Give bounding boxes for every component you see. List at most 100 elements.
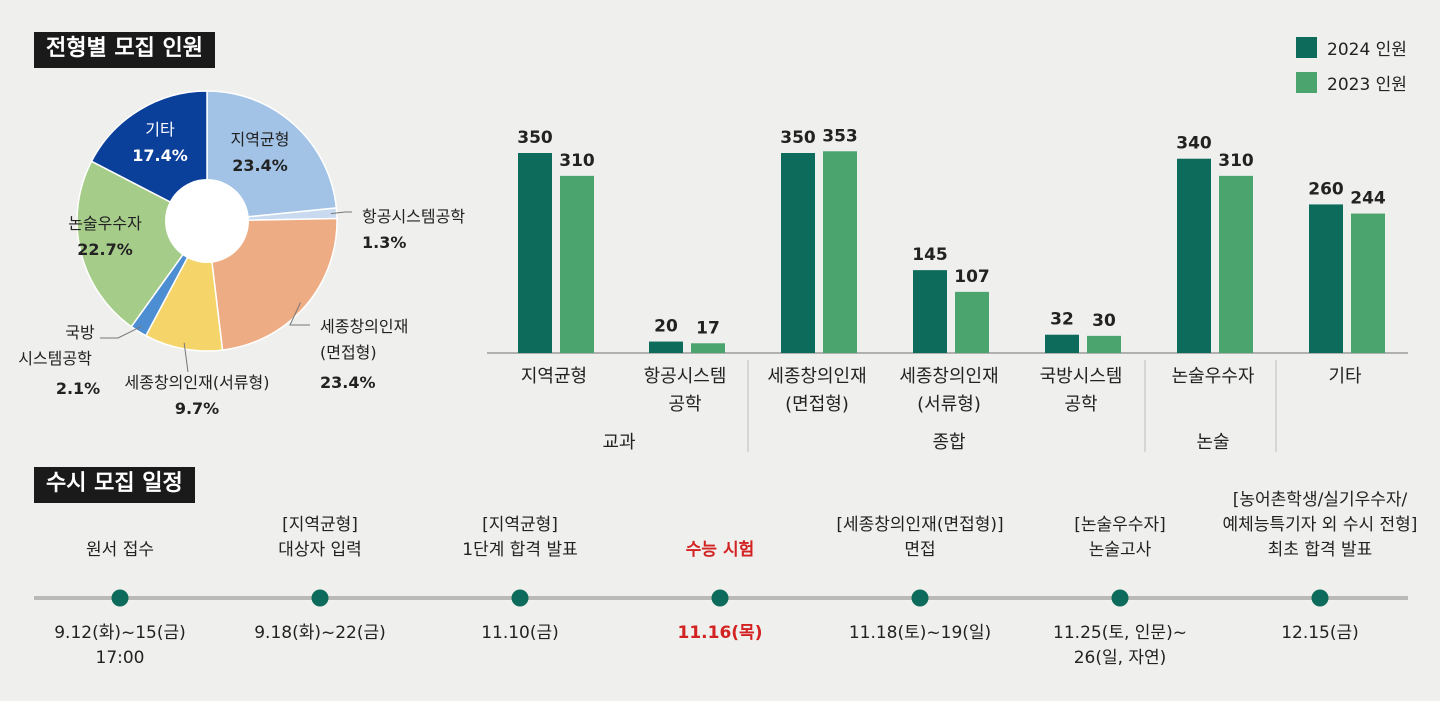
x-tick-label-line: (서류형) bbox=[917, 394, 981, 415]
pie-value-label: 23.4% bbox=[232, 156, 288, 175]
bar-value-label: 350 bbox=[780, 128, 816, 148]
event-date: 11.25(토, 인문)~ 26(일, 자연) bbox=[1053, 623, 1187, 668]
legend: 2024 인원 2023 인원 bbox=[1296, 30, 1407, 100]
event-date-line: 9.18(화)~22(금) bbox=[254, 623, 386, 643]
event-date-line: 11.16(목) bbox=[678, 623, 763, 643]
bar-value-label: 244 bbox=[1350, 189, 1386, 209]
bar-2024 bbox=[781, 153, 815, 353]
bar-2023 bbox=[823, 151, 857, 353]
pie-label: 국방 bbox=[65, 323, 95, 342]
x-tick-label: 기타 bbox=[1328, 366, 1362, 387]
event-title: [논술우수자] 논술고사 bbox=[1074, 515, 1165, 560]
bar-value-label: 260 bbox=[1308, 179, 1344, 199]
pie-leader-line bbox=[289, 302, 310, 326]
pie-slice bbox=[76, 160, 209, 328]
x-tick-label: 논술우수자 bbox=[1172, 366, 1255, 387]
pie-value-label: 9.7% bbox=[175, 399, 219, 418]
event-title-line: [지역균형] bbox=[482, 515, 558, 535]
x-tick-label: 항공시스템 공학 bbox=[644, 366, 727, 415]
bar-2023 bbox=[955, 291, 989, 353]
event-date-line: 11.25(토, 인문)~ bbox=[1053, 623, 1187, 643]
pie-leader-line bbox=[100, 325, 142, 339]
legend-item-2024: 2024 인원 bbox=[1296, 30, 1407, 65]
bar-value-label: 353 bbox=[822, 126, 858, 146]
legend-swatch-2023 bbox=[1296, 72, 1317, 93]
event-date-line: 17:00 bbox=[96, 648, 145, 668]
event-date-line: 11.10(금) bbox=[481, 623, 559, 643]
x-tick-label-line: 공학 bbox=[1064, 394, 1097, 415]
group-label: 교과 bbox=[602, 432, 635, 453]
bar-value-label: 107 bbox=[954, 267, 990, 287]
bar-value-label: 350 bbox=[517, 128, 553, 148]
event-date: 11.10(금) bbox=[481, 623, 559, 643]
event-dot bbox=[511, 589, 529, 607]
legend-label-2023: 2023 인원 bbox=[1327, 75, 1407, 95]
recruitment-title: 전형별 모집 인원 bbox=[34, 32, 215, 68]
legend-swatch-2024 bbox=[1296, 37, 1317, 58]
bar-value-label: 145 bbox=[912, 245, 948, 265]
pie-value-label: 22.7% bbox=[77, 240, 133, 259]
bar-value-label: 340 bbox=[1176, 134, 1212, 154]
pie-leader-line bbox=[183, 342, 189, 373]
x-tick-label-line: 항공시스템 bbox=[644, 366, 727, 387]
event-title: [지역균형] 1단계 합격 발표 bbox=[462, 515, 577, 560]
x-tick-label-line: 세종창의인재 bbox=[767, 366, 866, 387]
pie-label: 논술우수자 bbox=[68, 214, 142, 233]
event-date: 9.12(화)~15(금) 17:00 bbox=[54, 623, 186, 668]
legend-label-2024: 2024 인원 bbox=[1327, 40, 1407, 60]
bar-2023 bbox=[691, 343, 725, 353]
bar-2024 bbox=[1309, 204, 1343, 353]
bar-2024 bbox=[649, 341, 683, 353]
schedule-title: 수시 모집 일정 bbox=[34, 467, 195, 503]
x-tick-label-line: 세종창의인재 bbox=[899, 366, 998, 387]
pie-value-label: 2.1% bbox=[56, 379, 100, 398]
event-title-line: [지역균형] bbox=[282, 515, 358, 535]
pie-value-label: 1.3% bbox=[362, 233, 406, 252]
x-tick-label-line: 지역균형 bbox=[521, 366, 587, 387]
event-title: [농어촌학생/실기우수자/예체능특기자 외 수시 전형] 최초 합격 발표 bbox=[1223, 490, 1418, 560]
event-date: 11.16(목) bbox=[678, 623, 763, 643]
bar-2023 bbox=[1351, 213, 1385, 353]
event-date-line: 11.18(토)~19(일) bbox=[849, 623, 991, 643]
event-dot bbox=[111, 589, 129, 607]
pie-label: 항공시스템공학 bbox=[362, 207, 465, 226]
x-tick-label-line: (면접형) bbox=[785, 394, 849, 415]
pie-value-label: 23.4% bbox=[320, 373, 376, 392]
bar-value-label: 310 bbox=[1218, 151, 1254, 171]
event-title: [세종창의인재(면접형)] 면접 bbox=[836, 515, 1003, 560]
event-date-line: 26(일, 자연) bbox=[1074, 648, 1167, 668]
x-tick-label: 국방시스템 공학 bbox=[1040, 366, 1123, 415]
event-title-line: 논술고사 bbox=[1089, 540, 1152, 560]
bar-value-label: 32 bbox=[1050, 310, 1074, 330]
pie-label: 세종창의인재 bbox=[320, 317, 408, 336]
event-date: 9.18(화)~22(금) bbox=[254, 623, 386, 643]
event-title-line: [세종창의인재(면접형)] bbox=[836, 515, 1003, 535]
event-dot bbox=[311, 589, 329, 607]
event-title-line: 최초 합격 발표 bbox=[1268, 540, 1373, 560]
event-dot bbox=[1311, 589, 1329, 607]
x-tick-label: 세종창의인재 (서류형) bbox=[899, 366, 998, 415]
bar-value-label: 30 bbox=[1092, 311, 1116, 331]
pie-label: (면접형) bbox=[320, 343, 377, 362]
bar-2023 bbox=[1087, 335, 1121, 353]
event-title-line: 면접 bbox=[904, 540, 935, 560]
bar-2023 bbox=[1219, 175, 1253, 353]
bar-2023 bbox=[560, 175, 594, 353]
event-title: 수능 시험 bbox=[686, 539, 754, 560]
pie-label: 지역균형 bbox=[231, 130, 290, 149]
event-date-line: 9.12(화)~15(금) bbox=[54, 623, 186, 643]
event-title-line: 원서 접수 bbox=[86, 540, 154, 560]
bar-value-label: 17 bbox=[696, 318, 720, 338]
pie-chart: 지역균형 23.4% 기타 17.4% 논술우수자 22.7% 항공시스템공학 1.3% 세종창… bbox=[18, 90, 465, 418]
event-title-line: 예체능특기자 외 수시 전형] bbox=[1223, 515, 1418, 535]
event-title: [지역균형] 대상자 입력 bbox=[278, 515, 362, 560]
pie-slice bbox=[206, 90, 338, 222]
bar-2024 bbox=[1177, 158, 1211, 353]
bar-value-label: 310 bbox=[559, 151, 595, 171]
event-date: 11.18(토)~19(일) bbox=[849, 623, 991, 643]
legend-item-2023: 2023 인원 bbox=[1296, 65, 1407, 100]
pie-label: 세종창의인재(서류형) bbox=[125, 373, 270, 392]
event-title-line: 1단계 합격 발표 bbox=[462, 540, 577, 560]
